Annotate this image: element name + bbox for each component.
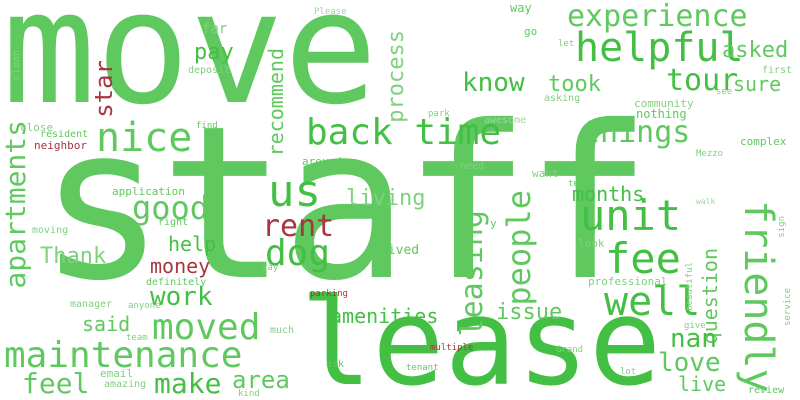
word-nan: nan xyxy=(670,324,717,354)
word-maintenance: maintenance xyxy=(4,335,243,376)
word-complex: complex xyxy=(740,135,787,148)
word-walk: walk xyxy=(696,197,716,206)
word-definitely: definitely xyxy=(146,277,207,288)
word-said: said xyxy=(82,312,131,336)
word-parking: parking xyxy=(310,289,348,299)
word-let: let xyxy=(558,39,575,49)
word-clean: clean xyxy=(11,50,22,81)
word-took: took xyxy=(548,72,601,97)
word-lease: lease xyxy=(300,274,662,400)
word-back-time: back time xyxy=(306,112,502,153)
word-want: want xyxy=(532,167,559,180)
word-lot: lot xyxy=(620,367,637,377)
word-apartments: apartments xyxy=(0,120,32,289)
word-look: look xyxy=(578,237,605,250)
word-multiple: multiple xyxy=(430,343,474,353)
word-mezzo: Mezzo xyxy=(696,149,724,159)
word-grand: Grand xyxy=(556,345,584,355)
word-fee: fee xyxy=(605,234,681,283)
word-go: go xyxy=(524,25,538,38)
word-make: make xyxy=(154,367,222,400)
word-pay: pay xyxy=(194,40,234,65)
word-tour: tour xyxy=(666,63,739,98)
word-moved: moved xyxy=(152,307,261,348)
word-way: way xyxy=(510,1,532,15)
word-friendly: friendly xyxy=(735,200,781,393)
word-love: love xyxy=(658,348,721,378)
word-location: location xyxy=(344,205,388,215)
word-tell: tell xyxy=(568,179,590,189)
word-months: months xyxy=(572,182,645,206)
word-people: people xyxy=(500,190,538,306)
word-email: email xyxy=(100,367,134,380)
word-far: far xyxy=(202,21,228,37)
word-much: much xyxy=(270,325,295,336)
word-ask: ask xyxy=(326,359,345,370)
word-moving: moving xyxy=(32,225,69,236)
word-give: give xyxy=(684,321,706,331)
word-live: live xyxy=(678,372,727,396)
word-leasing: leasing xyxy=(455,210,490,337)
word-us: us xyxy=(268,166,321,217)
word-lived: lived xyxy=(380,243,420,258)
word-deposit: deposit xyxy=(188,65,231,76)
word-area: area xyxy=(232,366,290,394)
word-manager: manager xyxy=(70,299,113,310)
word-experience: experience xyxy=(567,0,748,34)
word-rent: rent xyxy=(262,209,335,244)
word-need: need xyxy=(460,161,485,172)
word-thank: Thank xyxy=(40,244,107,269)
word-tenant: tenant xyxy=(406,363,439,373)
word-dog: dog xyxy=(265,233,331,274)
word-recommend: recommend xyxy=(264,48,288,157)
word-asked: asked xyxy=(722,38,789,63)
word-see: see xyxy=(716,87,733,97)
word-resident: resident xyxy=(40,129,89,140)
word-professional: professional xyxy=(588,275,668,288)
word-review: review xyxy=(748,385,785,396)
word-awesome: awesome xyxy=(484,115,527,126)
word-feel: feel xyxy=(22,367,90,400)
word-first: first xyxy=(762,65,793,76)
word-good: good xyxy=(132,189,210,227)
word-well: well xyxy=(604,279,701,325)
word-help: help xyxy=(168,232,217,256)
word-know: know xyxy=(462,68,525,98)
word-asking: asking xyxy=(544,93,581,104)
word-sure: sure xyxy=(733,72,782,96)
word-amenities: amenities xyxy=(330,304,439,328)
word-amazing: amazing xyxy=(104,379,147,390)
word-community: community xyxy=(634,97,694,110)
word-sign: sign xyxy=(777,216,787,238)
word-process: process xyxy=(384,30,409,123)
word-kind: kind xyxy=(238,389,260,399)
word-application: application xyxy=(112,185,185,198)
word-say: say xyxy=(262,263,279,273)
word-money: money xyxy=(150,254,211,278)
word-nothing: nothing xyxy=(636,107,687,121)
word-star: star xyxy=(90,60,118,118)
word-helpful: helpful xyxy=(575,25,744,71)
word-unit: unit xyxy=(580,191,682,240)
word-things: things xyxy=(582,115,691,150)
word-around: around xyxy=(302,155,342,168)
word-find: find xyxy=(196,121,218,131)
word-nice: nice xyxy=(96,115,193,161)
word-living: living xyxy=(346,186,426,211)
word-staff: staff xyxy=(38,80,652,327)
word-service: service xyxy=(783,288,793,326)
word-work: work xyxy=(150,282,213,312)
word-please: Please xyxy=(314,7,347,17)
word-park: park xyxy=(428,109,450,119)
word-neighbor: neighbor xyxy=(34,139,87,152)
word-beautiful: beautiful xyxy=(685,262,695,311)
word-right: right xyxy=(158,217,189,228)
word-move: move xyxy=(2,0,378,139)
word-anyone: anyone xyxy=(128,301,161,311)
word-y: y xyxy=(490,217,497,230)
word-issue: issue xyxy=(496,300,563,325)
word-close: close xyxy=(20,121,54,134)
word-team: team xyxy=(126,333,148,343)
